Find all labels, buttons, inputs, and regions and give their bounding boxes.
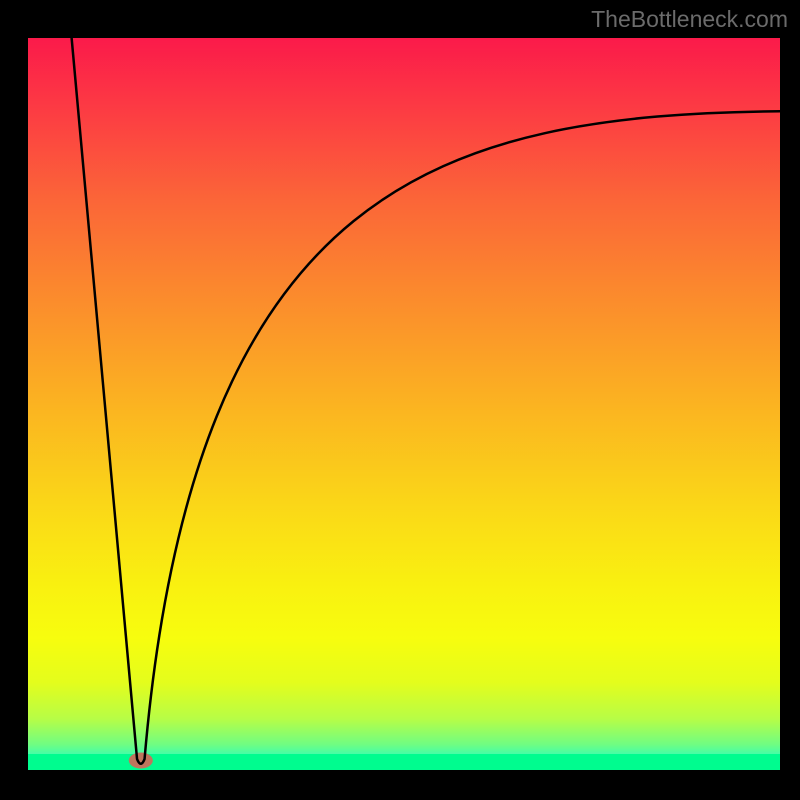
bottleneck-chart [0,0,800,800]
plot-background [28,38,780,770]
dip-marker [129,752,153,768]
